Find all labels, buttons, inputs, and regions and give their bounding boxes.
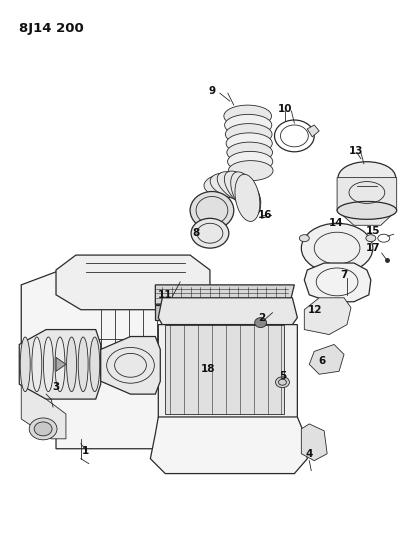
Ellipse shape xyxy=(228,160,273,181)
Ellipse shape xyxy=(44,337,53,392)
Ellipse shape xyxy=(228,151,273,172)
Ellipse shape xyxy=(204,174,252,197)
Text: 2: 2 xyxy=(258,313,265,322)
Text: 16: 16 xyxy=(257,211,272,220)
Polygon shape xyxy=(21,270,195,449)
Ellipse shape xyxy=(34,422,52,436)
Ellipse shape xyxy=(337,201,397,219)
Text: 8: 8 xyxy=(193,228,200,238)
Text: 3: 3 xyxy=(53,382,60,392)
Polygon shape xyxy=(155,305,289,320)
Polygon shape xyxy=(307,125,319,137)
Ellipse shape xyxy=(224,171,261,210)
Ellipse shape xyxy=(29,418,57,440)
Ellipse shape xyxy=(276,377,289,387)
Text: 6: 6 xyxy=(319,357,326,366)
Text: 14: 14 xyxy=(329,219,344,228)
Polygon shape xyxy=(155,285,294,305)
Polygon shape xyxy=(56,255,210,310)
Text: 15: 15 xyxy=(365,226,380,236)
Ellipse shape xyxy=(78,337,88,392)
Text: 7: 7 xyxy=(340,270,348,280)
Polygon shape xyxy=(56,357,66,372)
Polygon shape xyxy=(158,325,298,427)
Polygon shape xyxy=(301,424,327,461)
Ellipse shape xyxy=(210,173,256,199)
Ellipse shape xyxy=(55,337,65,392)
Polygon shape xyxy=(19,329,101,399)
Text: 10: 10 xyxy=(278,104,293,114)
Polygon shape xyxy=(101,336,160,394)
Ellipse shape xyxy=(226,133,272,154)
Ellipse shape xyxy=(299,235,309,241)
Ellipse shape xyxy=(225,124,272,145)
Ellipse shape xyxy=(224,105,271,127)
Polygon shape xyxy=(337,177,397,225)
Ellipse shape xyxy=(217,172,260,204)
Ellipse shape xyxy=(191,219,229,248)
Ellipse shape xyxy=(67,337,77,392)
Text: 1: 1 xyxy=(82,446,90,456)
Text: 12: 12 xyxy=(308,305,322,314)
Text: 5: 5 xyxy=(279,372,286,381)
Ellipse shape xyxy=(227,142,273,163)
Polygon shape xyxy=(309,344,344,374)
Ellipse shape xyxy=(190,191,234,229)
Text: 18: 18 xyxy=(201,364,215,374)
Polygon shape xyxy=(21,350,66,439)
Polygon shape xyxy=(165,325,284,414)
Ellipse shape xyxy=(255,318,267,328)
Polygon shape xyxy=(158,298,298,325)
Polygon shape xyxy=(304,298,351,335)
Text: 9: 9 xyxy=(208,86,215,96)
Text: 13: 13 xyxy=(349,146,363,156)
Ellipse shape xyxy=(301,223,373,273)
Text: 4: 4 xyxy=(306,449,313,459)
Ellipse shape xyxy=(231,172,260,216)
Ellipse shape xyxy=(235,174,260,221)
Text: 8J14 200: 8J14 200 xyxy=(19,22,84,35)
Ellipse shape xyxy=(225,115,272,136)
Ellipse shape xyxy=(338,161,396,193)
Ellipse shape xyxy=(32,337,42,392)
Text: 11: 11 xyxy=(158,290,173,300)
Text: 17: 17 xyxy=(365,243,380,253)
Polygon shape xyxy=(304,263,371,302)
Ellipse shape xyxy=(366,235,376,241)
Ellipse shape xyxy=(90,337,100,392)
Polygon shape xyxy=(150,417,307,474)
Ellipse shape xyxy=(20,337,30,392)
